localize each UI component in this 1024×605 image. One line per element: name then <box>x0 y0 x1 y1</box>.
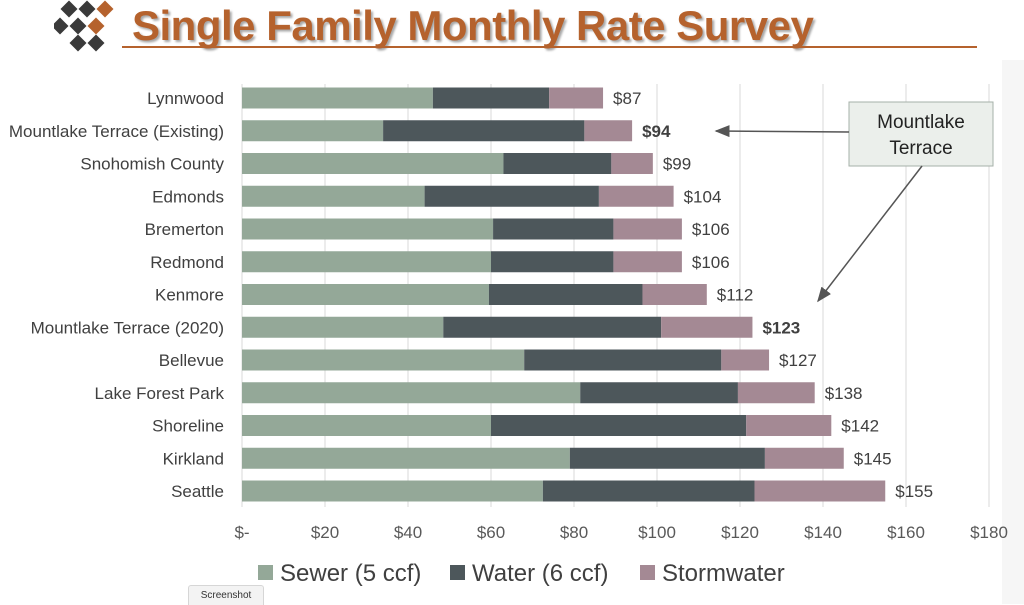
stacked-bar-chart: $- $20 $40 $60 $80 $100 $120 $140 $160 $180 Lynnwo… <box>9 84 1008 587</box>
x-tick-label: $60 <box>477 523 505 542</box>
bar-segment <box>242 316 444 338</box>
page-title: Single Family Monthly Rate Survey <box>132 2 814 49</box>
bar-segment <box>383 120 585 142</box>
x-tick-label: $160 <box>887 523 925 542</box>
x-tick-label: $- <box>234 523 249 542</box>
bar-segment <box>242 382 581 404</box>
bar-segment <box>242 185 425 207</box>
title-underline <box>122 46 977 48</box>
x-tick-label: $20 <box>311 523 339 542</box>
bar-segment <box>754 480 886 502</box>
bar-segment <box>613 251 682 273</box>
legend-swatch <box>640 565 655 580</box>
bar-segment <box>491 415 747 436</box>
bar-segment <box>569 447 765 469</box>
bar-segment <box>242 480 543 502</box>
legend-swatch <box>258 565 273 580</box>
bar-segment <box>737 382 815 404</box>
bar-segment <box>493 218 614 240</box>
bar-segment <box>611 153 653 174</box>
bar-segment <box>764 447 844 469</box>
x-tick-label: $40 <box>394 523 422 542</box>
logo-diamond-icon <box>54 0 114 52</box>
bar-segment <box>491 251 614 273</box>
category-label: Kenmore <box>155 286 224 305</box>
logo <box>54 0 114 52</box>
annotation-box <box>848 101 994 167</box>
category-label: Edmonds <box>152 187 224 206</box>
bar-segment <box>242 447 570 469</box>
category-label: Bremerton <box>145 220 224 239</box>
total-label: $94 <box>642 122 671 141</box>
bar-segment <box>721 349 770 371</box>
bar-segment <box>242 87 433 109</box>
category-label: Seattle <box>171 482 224 501</box>
total-label: $106 <box>692 220 730 239</box>
x-tick-label: $180 <box>970 523 1008 542</box>
total-label: $123 <box>762 318 800 337</box>
bar-segment <box>584 120 633 142</box>
bar-segment <box>242 153 504 174</box>
category-label: Lynnwood <box>147 89 224 108</box>
legend-swatch <box>450 565 465 580</box>
total-label: $145 <box>854 449 892 468</box>
total-label: $138 <box>825 384 863 403</box>
bar-segment <box>424 185 599 207</box>
annotation-arrow <box>714 125 850 138</box>
bar-segment <box>524 349 722 371</box>
bar-segment <box>242 120 384 142</box>
bar-segment <box>661 316 753 338</box>
bar-segment <box>432 87 550 109</box>
total-label: $87 <box>613 89 641 108</box>
bar-segment <box>580 382 738 404</box>
x-tick-label: $120 <box>721 523 759 542</box>
window-edge <box>1002 60 1024 604</box>
total-label: $142 <box>841 417 879 436</box>
category-label: Shoreline <box>152 417 224 436</box>
bar-segment <box>642 284 707 305</box>
category-label: Kirkland <box>163 449 224 468</box>
bar-segment <box>242 284 489 305</box>
total-label: $127 <box>779 351 817 370</box>
category-label: Lake Forest Park <box>95 384 225 403</box>
bar-segment <box>613 218 682 240</box>
category-label: Bellevue <box>159 351 224 370</box>
annotation-text: Terrace <box>889 138 952 159</box>
bar-segment <box>242 415 491 436</box>
bar-segment <box>242 251 491 273</box>
screenshot-tab[interactable]: Screenshot <box>188 585 264 605</box>
category-label: Snohomish County <box>80 155 224 174</box>
x-tick-label: $140 <box>804 523 842 542</box>
bar-segment <box>443 316 662 338</box>
total-label: $104 <box>684 187 722 206</box>
total-label: $112 <box>717 286 754 305</box>
legend-label: Water (6 ccf) <box>472 560 608 587</box>
annotation-arrow <box>817 165 923 303</box>
bar-segment <box>542 480 755 502</box>
bar-segment <box>488 284 643 305</box>
bar-segment <box>242 349 525 371</box>
category-label: Mountlake Terrace (Existing) <box>9 122 224 141</box>
total-label: $99 <box>663 155 691 174</box>
bar-segment <box>503 153 612 174</box>
total-label: $106 <box>692 253 730 272</box>
x-tick-label: $100 <box>638 523 676 542</box>
bar-segment <box>746 415 832 436</box>
category-label: Redmond <box>150 253 224 272</box>
x-tick-label: $80 <box>560 523 588 542</box>
bar-segment <box>242 218 494 240</box>
bar-segment <box>598 185 674 207</box>
legend-label: Stormwater <box>662 560 785 587</box>
legend-label: Sewer (5 ccf) <box>280 560 421 587</box>
annotation-text: Mountlake <box>877 112 965 133</box>
category-label: Mountlake Terrace (2020) <box>31 318 224 337</box>
total-label: $155 <box>895 482 933 501</box>
bar-segment <box>549 87 604 109</box>
